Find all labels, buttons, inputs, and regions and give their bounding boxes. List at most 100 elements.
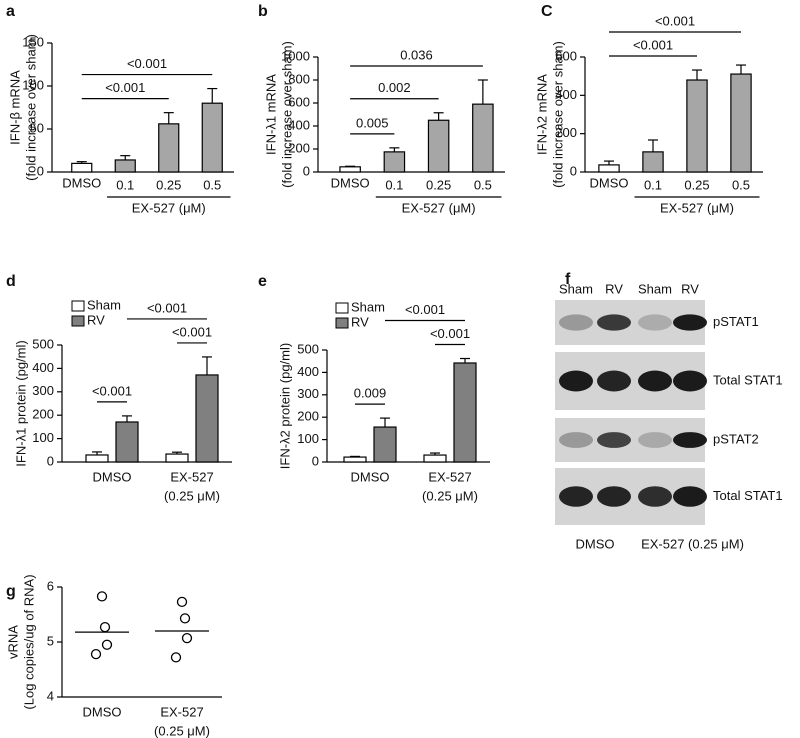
bracket-label: <0.001 bbox=[127, 56, 167, 71]
row-label: pSTAT1 bbox=[713, 314, 759, 329]
bracket-label: <0.001 bbox=[172, 324, 212, 339]
lane-label: Sham bbox=[559, 281, 593, 296]
data-point bbox=[99, 622, 111, 633]
bar bbox=[201, 102, 223, 173]
blot-band bbox=[638, 486, 672, 507]
y-tick-label: 0 bbox=[37, 163, 44, 178]
x-tick-label: DMSO bbox=[83, 704, 122, 719]
y-tick-label: 400 bbox=[555, 87, 577, 102]
data-point bbox=[176, 596, 188, 607]
bracket-label: <0.001 bbox=[105, 80, 145, 95]
y-tick-label: 200 bbox=[288, 140, 310, 155]
data-point bbox=[96, 591, 108, 602]
group-label: DMSO bbox=[62, 175, 101, 190]
y-axis-label: IFN-λ1 mRNA bbox=[263, 74, 278, 155]
panel-letter: g bbox=[6, 583, 16, 600]
y-axis-label: (fold increase over sham) bbox=[279, 41, 294, 188]
x-tick-label: 0.25 bbox=[156, 177, 181, 192]
blot-band bbox=[559, 486, 593, 507]
group-label: DMSO bbox=[590, 175, 629, 190]
group-label: EX-527 (μM) bbox=[132, 200, 206, 215]
y-tick-label: 0 bbox=[570, 163, 577, 178]
group-label: EX-527 (μM) bbox=[660, 200, 734, 215]
x-tick-label: DMSO bbox=[351, 469, 390, 484]
y-tick-label: 400 bbox=[288, 117, 310, 132]
bar bbox=[472, 103, 494, 173]
y-tick-label: 200 bbox=[32, 407, 54, 422]
y-tick-label: 500 bbox=[32, 336, 54, 351]
bracket-label: <0.001 bbox=[92, 383, 132, 398]
panel-letter: f bbox=[565, 271, 571, 288]
legend-label: RV bbox=[87, 312, 105, 327]
bracket-label: 0.009 bbox=[354, 386, 387, 401]
legend-label: Sham bbox=[87, 297, 121, 312]
data-point bbox=[90, 648, 102, 660]
blot-band bbox=[673, 432, 707, 448]
blot-band bbox=[638, 432, 672, 448]
data-point bbox=[170, 652, 182, 663]
bar bbox=[598, 164, 620, 173]
blot-band bbox=[673, 486, 707, 507]
y-tick-label: 300 bbox=[297, 386, 319, 401]
bracket-label: <0.001 bbox=[430, 326, 470, 341]
lane-label: Sham bbox=[638, 281, 672, 296]
x-tick-label: 0.5 bbox=[203, 177, 221, 192]
x-tick-label: (0.25 μM) bbox=[164, 488, 220, 503]
bar bbox=[686, 79, 708, 173]
bracket-label: <0.001 bbox=[633, 37, 673, 52]
bracket-label: 0.002 bbox=[378, 80, 411, 95]
blot-band bbox=[559, 314, 593, 331]
legend-swatch bbox=[71, 315, 85, 327]
lane-label: RV bbox=[605, 281, 623, 296]
y-tick-label: 50 bbox=[30, 120, 44, 135]
blot-band bbox=[559, 370, 593, 392]
bar bbox=[383, 151, 406, 173]
row-label: Total STAT1 bbox=[713, 372, 783, 387]
y-axis-label: (fold increase over sham) bbox=[23, 34, 38, 181]
y-tick-label: 6 bbox=[47, 578, 54, 593]
bracket-label: 0.036 bbox=[400, 47, 433, 62]
x-tick-label: EX-527 bbox=[170, 469, 213, 484]
y-tick-label: 5 bbox=[47, 633, 54, 648]
bar bbox=[71, 162, 93, 173]
blot-band bbox=[597, 370, 631, 392]
bar bbox=[85, 454, 109, 463]
y-axis-label: IFN-λ1 protein (pg/ml) bbox=[13, 340, 28, 466]
blot-band bbox=[673, 314, 707, 331]
y-tick-label: 1000 bbox=[281, 48, 310, 63]
bar bbox=[339, 166, 361, 173]
y-axis-label: IFN-β mRNA bbox=[7, 70, 22, 145]
y-tick-label: 100 bbox=[32, 430, 54, 445]
bracket-label: 0.005 bbox=[356, 115, 389, 130]
y-tick-label: 0 bbox=[312, 453, 319, 468]
bar bbox=[195, 374, 219, 463]
x-tick-label: 0.25 bbox=[684, 177, 709, 192]
bar bbox=[730, 73, 752, 173]
bar bbox=[373, 426, 397, 463]
x-tick-label: 0.1 bbox=[385, 177, 403, 192]
x-tick-label: EX-527 bbox=[160, 704, 203, 719]
blot-band bbox=[597, 486, 631, 507]
y-tick-label: 0 bbox=[47, 453, 54, 468]
panel-letter: d bbox=[6, 273, 16, 290]
bar bbox=[343, 456, 367, 463]
bracket-label: <0.001 bbox=[147, 300, 187, 315]
y-tick-label: 800 bbox=[288, 71, 310, 86]
legend-swatch bbox=[71, 300, 85, 312]
x-tick-label: 0.25 bbox=[426, 177, 451, 192]
y-tick-label: 150 bbox=[22, 34, 44, 49]
x-tick-label: DMSO bbox=[93, 469, 132, 484]
x-tick-label: (0.25 μM) bbox=[422, 488, 478, 503]
blot-band bbox=[638, 370, 672, 392]
blot-band bbox=[673, 370, 707, 392]
y-tick-label: 600 bbox=[288, 94, 310, 109]
y-tick-label: 300 bbox=[32, 383, 54, 398]
x-tick-label: 0.1 bbox=[644, 177, 662, 192]
blot-band bbox=[559, 432, 593, 448]
group-label: EX-527 (0.25 μM) bbox=[641, 536, 744, 551]
bar bbox=[423, 454, 447, 463]
row-label: Total STAT1 bbox=[713, 488, 783, 503]
panel-letter: b bbox=[258, 3, 268, 20]
